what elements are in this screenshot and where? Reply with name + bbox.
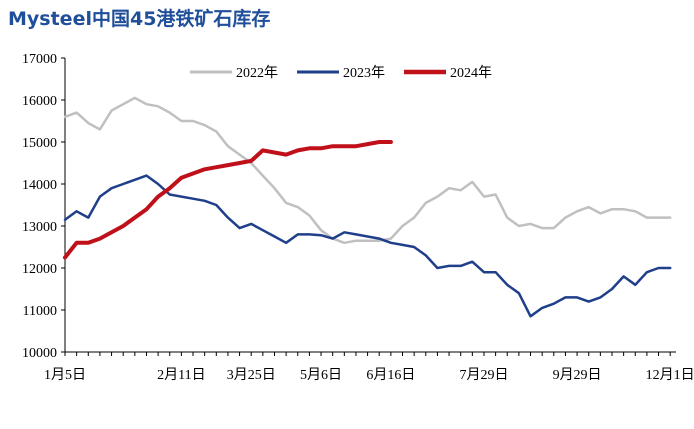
chart-title: Mysteel中国45港铁矿石库存 <box>8 8 271 30</box>
legend: 2022年 2023年 2024年 <box>190 65 492 81</box>
series-line-2022 <box>63 96 672 245</box>
legend-label-2022: 2022年 <box>236 65 278 81</box>
x-tick-label: 6月16日 <box>366 367 415 383</box>
x-tick-label: 12月1日 <box>646 367 694 383</box>
x-tick-label: 5月6日 <box>300 367 342 383</box>
series-line-2024 <box>63 140 393 260</box>
x-tick-label: 2月11日 <box>157 367 205 383</box>
legend-label-2023: 2023年 <box>343 65 385 81</box>
y-tick-label: 15000 <box>22 136 57 151</box>
y-tick-label: 13000 <box>22 220 57 235</box>
series-lines <box>63 96 672 318</box>
x-tick-label: 7月29日 <box>459 367 508 383</box>
x-tick-label: 9月29日 <box>553 367 602 383</box>
x-tick-label: 3月25日 <box>227 367 276 383</box>
legend-label-2024: 2024年 <box>450 65 492 81</box>
y-tick-label: 12000 <box>22 262 57 277</box>
axes: 10000 11000 12000 13000 14000 15000 16000 17000… <box>22 52 694 383</box>
y-tick-label: 16000 <box>22 94 57 109</box>
y-tick-label: 14000 <box>22 178 57 193</box>
y-tick-label: 11000 <box>23 304 57 319</box>
y-tick-label: 10000 <box>22 346 57 361</box>
x-tick-label: 1月5日 <box>44 367 86 383</box>
y-tick-label: 17000 <box>22 52 57 67</box>
